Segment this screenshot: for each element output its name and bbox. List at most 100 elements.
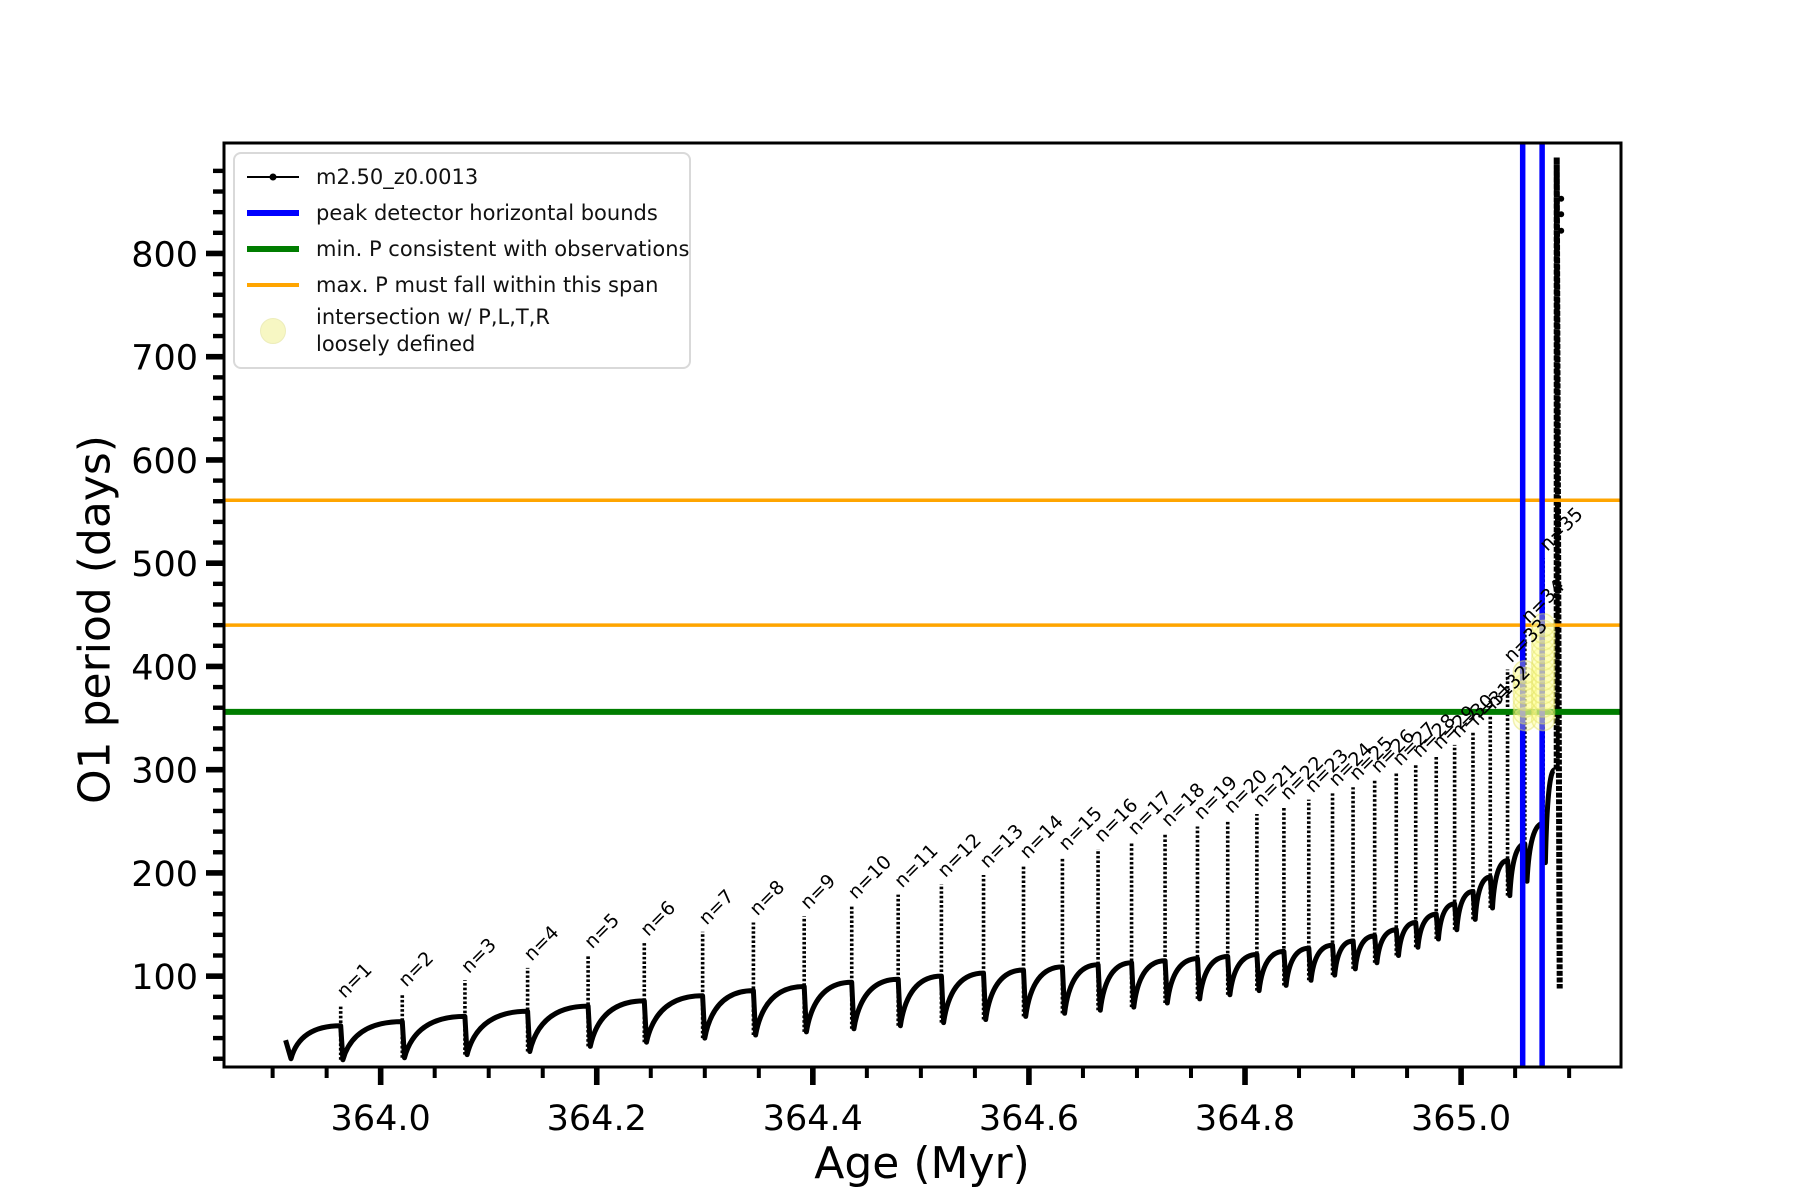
y-minor-tick bbox=[213, 622, 224, 628]
yellow-intersection-marker bbox=[1512, 686, 1538, 712]
y-minor-tick bbox=[213, 1015, 224, 1020]
yellow-intersection-marker bbox=[1530, 612, 1556, 638]
blue-line-icon bbox=[247, 210, 299, 216]
y-major-tick bbox=[206, 353, 224, 360]
x-tick-label: 364.6 bbox=[979, 1099, 1079, 1139]
x-minor-tick bbox=[1351, 1067, 1356, 1078]
x-minor-tick bbox=[1134, 1067, 1139, 1078]
x-tick-label: 364.4 bbox=[763, 1099, 863, 1139]
spike-label-n-8: n=8 bbox=[745, 876, 789, 920]
yellow-intersection-marker bbox=[1512, 706, 1538, 732]
series-marker-dot bbox=[1558, 227, 1565, 234]
y-minor-tick bbox=[213, 829, 224, 834]
y-minor-tick bbox=[213, 912, 224, 917]
y-minor-tick bbox=[213, 808, 224, 814]
yellow-intersection-marker bbox=[1530, 619, 1556, 645]
x-minor-tick bbox=[270, 1067, 275, 1078]
x-major-tick bbox=[593, 1067, 600, 1085]
yellow-intersection-marker bbox=[1512, 679, 1538, 705]
legend-item-intersection: intersection w/ P,L,T,R loosely defined bbox=[247, 303, 681, 359]
legend-label-max-p: max. P must fall within this span bbox=[316, 272, 659, 297]
x-minor-tick bbox=[918, 1067, 923, 1078]
spike-label-n-4: n=4 bbox=[520, 922, 564, 966]
spike-label-n-10: n=10 bbox=[844, 851, 896, 903]
yellow-intersection-marker bbox=[1512, 659, 1538, 685]
yellow-intersection-marker bbox=[1512, 666, 1538, 692]
y-minor-tick bbox=[213, 953, 224, 958]
y-major-tick bbox=[206, 250, 224, 257]
yellow-intersection-marker bbox=[1512, 673, 1538, 698]
x-axis-label: Age (Myr) bbox=[814, 1138, 1030, 1189]
y-tick-label: 300 bbox=[131, 752, 198, 792]
legend-item-series: m2.50_z0.0013 bbox=[247, 159, 681, 195]
x-minor-tick bbox=[1080, 1067, 1085, 1078]
x-major-tick bbox=[1026, 1067, 1032, 1085]
y-minor-tick bbox=[213, 395, 224, 401]
legend: m2.50_z0.0013 peak detector horizontal b… bbox=[233, 152, 691, 369]
yellow-intersection-marker bbox=[1530, 700, 1556, 725]
yellow-intersection-marker bbox=[1530, 673, 1556, 698]
yellow-intersection-marker bbox=[1530, 693, 1556, 718]
y-major-tick bbox=[206, 973, 224, 979]
y-tick-label: 500 bbox=[131, 545, 198, 585]
yellow-intersection-marker bbox=[1530, 706, 1556, 732]
plot-frame bbox=[222, 141, 1623, 1069]
y-minor-tick bbox=[213, 209, 224, 215]
x-minor-tick bbox=[1297, 1067, 1302, 1078]
y-minor-tick bbox=[213, 375, 224, 380]
x-minor-tick bbox=[972, 1067, 977, 1078]
spike-label-n-2: n=2 bbox=[394, 947, 438, 991]
y-major-tick bbox=[206, 663, 224, 670]
x-minor-tick bbox=[702, 1067, 707, 1078]
series-marker-dot bbox=[1558, 195, 1565, 202]
y-major-tick bbox=[206, 766, 224, 773]
y-minor-tick bbox=[213, 189, 224, 194]
yellow-circle-icon bbox=[247, 318, 299, 344]
y-minor-tick bbox=[213, 788, 224, 793]
y-minor-tick bbox=[213, 540, 224, 545]
legend-label-series: m2.50_z0.0013 bbox=[316, 164, 479, 189]
legend-item-peak-bounds: peak detector horizontal bounds bbox=[247, 195, 681, 231]
yellow-intersection-marker bbox=[1530, 626, 1556, 651]
y-tick-label: 600 bbox=[131, 442, 198, 482]
x-minor-tick bbox=[1188, 1067, 1193, 1078]
orange-line-icon bbox=[247, 283, 299, 287]
spike-label-n-9: n=9 bbox=[796, 870, 840, 914]
series-final-surge bbox=[1553, 157, 1563, 989]
y-minor-tick bbox=[213, 581, 224, 587]
y-minor-tick bbox=[213, 271, 224, 277]
yellow-intersection-marker bbox=[1530, 646, 1556, 671]
y-minor-tick bbox=[213, 313, 224, 318]
y-axis-label: O1 period (days) bbox=[69, 435, 121, 804]
spike-label-n-6: n=6 bbox=[636, 897, 680, 941]
y-minor-tick bbox=[213, 850, 224, 855]
yellow-intersection-marker bbox=[1530, 686, 1556, 712]
y-minor-tick bbox=[213, 416, 224, 421]
x-minor-tick bbox=[324, 1067, 329, 1078]
y-minor-tick bbox=[213, 1035, 224, 1041]
legend-label-peak-bounds: peak detector horizontal bounds bbox=[316, 200, 658, 225]
y-minor-tick bbox=[213, 602, 224, 607]
yellow-intersection-marker bbox=[1530, 639, 1556, 665]
x-minor-tick bbox=[1405, 1067, 1410, 1078]
x-minor-tick bbox=[1567, 1067, 1572, 1078]
y-minor-tick bbox=[213, 705, 224, 710]
legend-label-intersection: intersection w/ P,L,T,R loosely defined bbox=[316, 305, 550, 356]
x-major-tick bbox=[810, 1067, 816, 1085]
y-minor-tick bbox=[213, 1056, 224, 1061]
legend-item-min-p: min. P consistent with observations bbox=[247, 231, 689, 267]
yellow-intersection-marker bbox=[1530, 633, 1556, 658]
y-tick-label: 800 bbox=[131, 235, 198, 275]
y-tick-label: 100 bbox=[131, 958, 198, 998]
y-tick-label: 700 bbox=[131, 339, 198, 379]
y-major-tick bbox=[206, 870, 224, 876]
y-minor-tick bbox=[213, 292, 224, 297]
y-minor-tick bbox=[213, 994, 224, 999]
y-minor-tick bbox=[213, 684, 224, 690]
y-minor-tick bbox=[213, 230, 224, 236]
legend-item-max-p: max. P must fall within this span bbox=[247, 267, 681, 303]
x-minor-tick bbox=[864, 1067, 869, 1078]
green-line-icon bbox=[247, 246, 299, 252]
